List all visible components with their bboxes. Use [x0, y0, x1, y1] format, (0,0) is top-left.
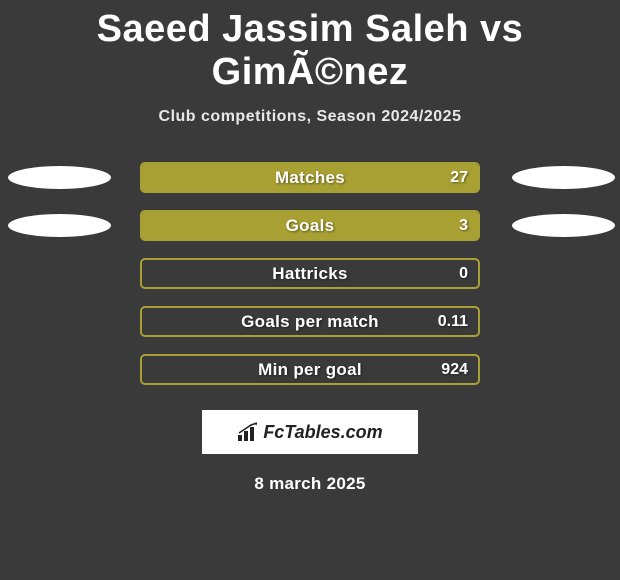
- stat-value: 924: [441, 361, 468, 379]
- stat-label: Hattricks: [142, 264, 478, 284]
- stat-bar: Matches27: [140, 162, 480, 193]
- player-left-marker: [8, 214, 111, 237]
- stats-area: Matches27 Goals3 Hattricks0 Goals per match…: [0, 162, 620, 385]
- stat-row: Goals3: [0, 210, 620, 241]
- subtitle: Club competitions, Season 2024/2025: [159, 108, 462, 126]
- stat-row: Matches27: [0, 162, 620, 193]
- stat-row: Min per goal924: [0, 354, 620, 385]
- stat-value: 0.11: [438, 313, 468, 331]
- logo-text: FcTables.com: [263, 422, 382, 443]
- player-left-marker: [8, 166, 111, 189]
- stat-label: Goals per match: [142, 312, 478, 332]
- stat-label: Goals: [142, 216, 478, 236]
- stat-value: 27: [450, 169, 468, 187]
- container: Saeed Jassim Saleh vs GimÃ©nez Club comp…: [0, 0, 620, 494]
- stat-bar: Goals per match0.11: [140, 306, 480, 337]
- chart-icon: [237, 422, 259, 442]
- stat-bar: Min per goal924: [140, 354, 480, 385]
- player-right-marker: [512, 166, 615, 189]
- date-text: 8 march 2025: [254, 474, 365, 494]
- stat-bar: Goals3: [140, 210, 480, 241]
- page-title: Saeed Jassim Saleh vs GimÃ©nez: [0, 8, 620, 94]
- stat-label: Matches: [142, 168, 478, 188]
- stat-value: 0: [459, 265, 468, 283]
- stat-row: Hattricks0: [0, 258, 620, 289]
- stat-label: Min per goal: [142, 360, 478, 380]
- logo-box[interactable]: FcTables.com: [202, 410, 418, 454]
- stat-value: 3: [459, 217, 468, 235]
- stat-bar: Hattricks0: [140, 258, 480, 289]
- player-right-marker: [512, 214, 615, 237]
- stat-row: Goals per match0.11: [0, 306, 620, 337]
